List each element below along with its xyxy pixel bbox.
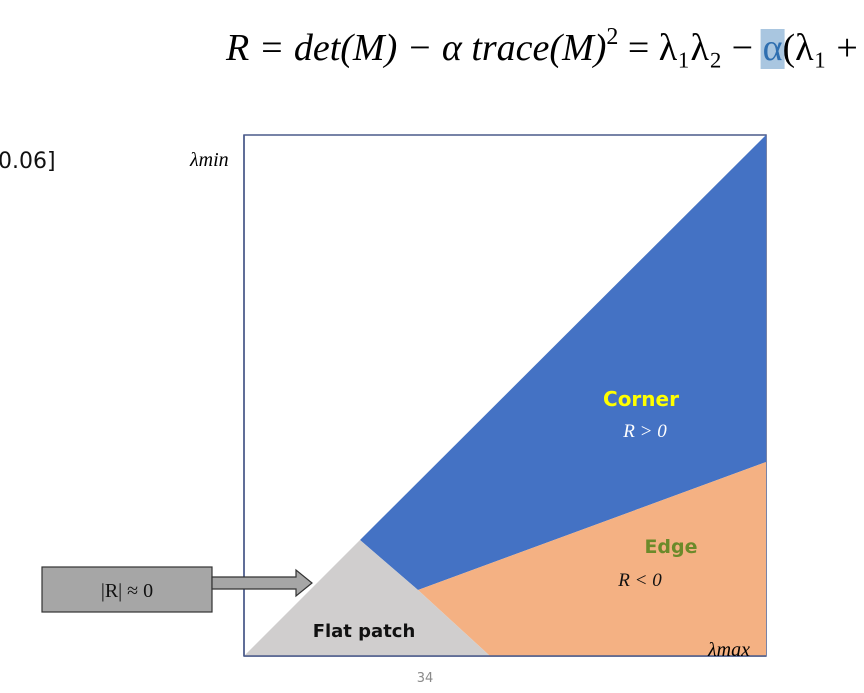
formula-left: R = det(M) − α trace(M) [225, 27, 606, 69]
formula-right: (λ₁ + λ₂) [783, 27, 864, 69]
callout-label: |R| ≈ 0 [101, 580, 153, 602]
edge-label: Edge [644, 536, 697, 558]
highlight [760, 29, 785, 69]
flat-region [244, 540, 490, 656]
x-axis-label: λmax [707, 639, 750, 661]
formula: R = det(M) − α trace(M)2 = λ₁λ₂ − α(λ₁ +… [225, 24, 864, 69]
formula-middle: = λ₁λ₂ − [618, 27, 762, 69]
callout-arrow [211, 568, 313, 598]
flat-label: Flat patch [313, 621, 416, 642]
side-text: 0.06] [0, 149, 56, 174]
corner-condition: R > 0 [622, 421, 667, 442]
exponent: 2 [606, 24, 618, 50]
y-axis-label: λmin [189, 149, 229, 171]
page-number: 34 [417, 671, 434, 686]
corner-region [360, 135, 766, 590]
edge-region [418, 462, 766, 656]
formula-alpha: α [763, 27, 783, 69]
edge-condition: R < 0 [617, 570, 662, 591]
corner-label: Corner [603, 387, 679, 411]
